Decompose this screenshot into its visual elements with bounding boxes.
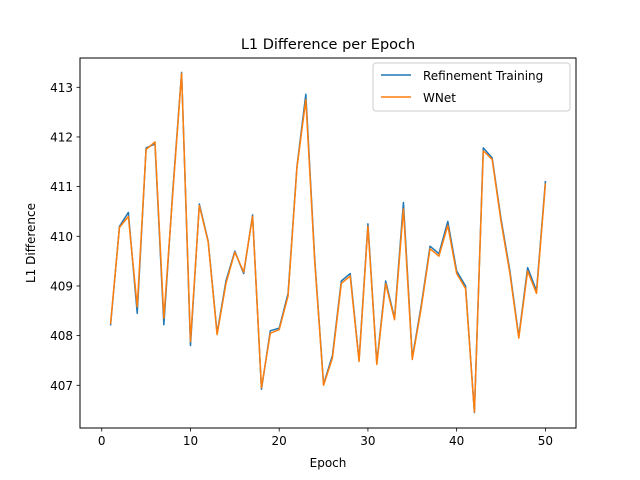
- y-tick-label: 412: [50, 130, 73, 144]
- y-tick-label: 409: [50, 279, 73, 293]
- legend-label-refinement-training: Refinement Training: [423, 69, 543, 83]
- legend: Refinement Training WNet: [372, 62, 571, 112]
- chart-title: L1 Difference per Epoch: [241, 37, 415, 53]
- plot-frame: [79, 57, 577, 429]
- x-tick-label: 20: [272, 434, 287, 448]
- series-layer: [109, 71, 547, 414]
- y-axis: 407 408 409 410 411 412 413: [50, 81, 80, 393]
- plot-area: [79, 57, 577, 429]
- legend-label-wnet: WNet: [423, 91, 456, 105]
- x-tick-label: 0: [98, 434, 106, 448]
- x-tick-label: 10: [183, 434, 198, 448]
- y-tick-label: 410: [50, 230, 73, 244]
- x-axis-label: Epoch: [310, 456, 347, 470]
- x-tick-label: 50: [538, 434, 553, 448]
- y-tick-label: 408: [50, 329, 73, 343]
- y-tick-label: 407: [50, 379, 73, 393]
- series-line-wnet: [109, 72, 547, 413]
- x-axis: 0 10 20 30 40 50: [98, 428, 553, 448]
- x-tick-label: 40: [449, 434, 464, 448]
- y-tick-label: 413: [50, 81, 73, 95]
- y-axis-label: L1 Difference: [24, 203, 38, 283]
- y-tick-label: 411: [50, 180, 73, 194]
- legend-box: [372, 62, 571, 112]
- x-tick-label: 30: [360, 434, 375, 448]
